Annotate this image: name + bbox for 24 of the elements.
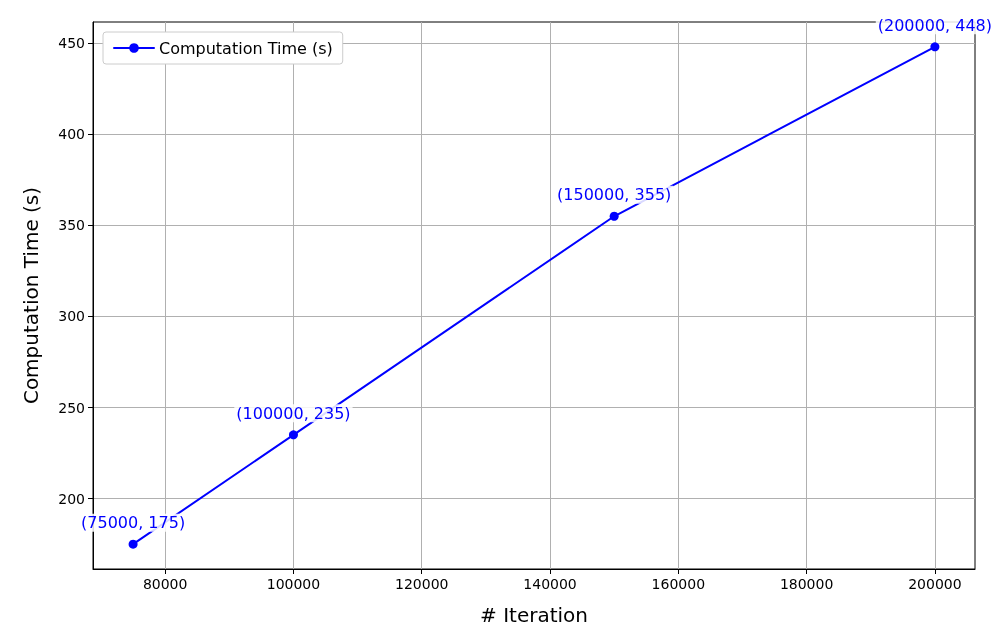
point <box>288 430 298 440</box>
x-tick-label: 120000 <box>395 576 449 592</box>
legend-label: Computation Time (s) <box>159 38 333 58</box>
y-tick-label: 250 <box>58 399 85 416</box>
x-axis-title: # Iteration <box>480 603 588 627</box>
y-tick-label: 400 <box>58 126 85 143</box>
x-tick-label: 200000 <box>908 576 962 592</box>
data-label: (75000, 175) <box>81 513 186 533</box>
x-tick-label: 180000 <box>779 576 834 592</box>
x-tick-label: 140000 <box>523 576 577 592</box>
y-tick-label: 300 <box>58 308 85 325</box>
x-tick-label: 160000 <box>651 576 706 592</box>
y-tick-label: 350 <box>58 217 85 234</box>
data-label: (200000, 448) <box>877 15 993 35</box>
point <box>930 42 940 52</box>
point <box>128 539 138 549</box>
y-tick-label: 200 <box>58 490 85 507</box>
x-tick-label: 80000 <box>142 576 188 592</box>
y-tick-label: 450 <box>58 35 85 52</box>
point <box>609 211 619 221</box>
data-label: (100000, 235) <box>236 403 351 423</box>
y-axis-title: Computation Time (s) <box>19 186 43 405</box>
data-label: (150000, 355) <box>557 185 672 205</box>
x-tick-label: 100000 <box>266 576 321 592</box>
